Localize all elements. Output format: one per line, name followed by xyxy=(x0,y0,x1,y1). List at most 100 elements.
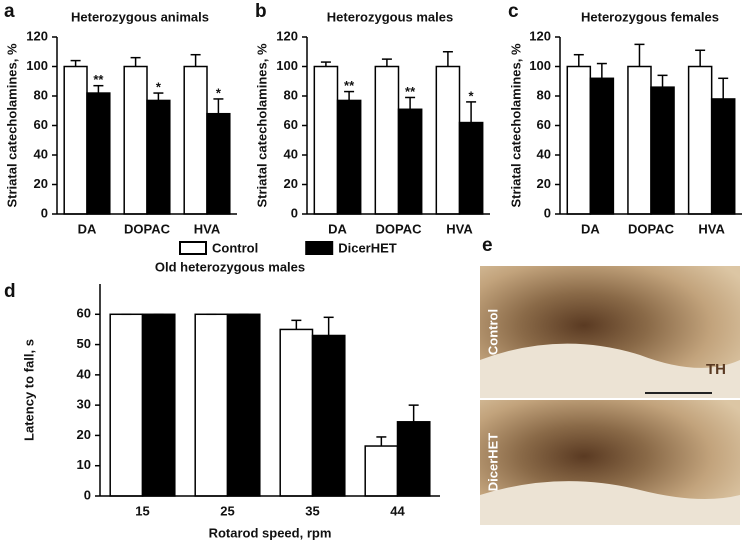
y-tick-label: 100 xyxy=(26,58,48,73)
row-label: Control xyxy=(485,309,500,355)
error-bar xyxy=(320,61,331,67)
significance-label: * xyxy=(469,88,475,103)
x-tick-label: DA xyxy=(78,221,97,236)
y-tick-label: 100 xyxy=(276,58,298,73)
x-tick-label: 35 xyxy=(305,503,319,518)
row-label: DicerHET xyxy=(485,433,500,492)
bar xyxy=(226,313,261,497)
y-tick-label: 20 xyxy=(537,176,551,191)
significance-label: ** xyxy=(405,84,416,99)
legend-label: Control xyxy=(212,240,258,255)
chart-title: Heterozygous females xyxy=(581,9,719,24)
y-axis-label: Latency to fall, s xyxy=(21,339,36,441)
y-tick-label: 100 xyxy=(529,58,551,73)
x-tick-label: 44 xyxy=(390,503,405,518)
bar xyxy=(86,92,111,215)
chart-title: Heterozygous males xyxy=(327,9,453,24)
bar xyxy=(374,65,400,215)
chart-title: Old heterozygous males xyxy=(155,259,305,274)
error-bar xyxy=(718,77,729,99)
x-tick-label: DOPAC xyxy=(124,221,171,236)
y-tick-label: 0 xyxy=(544,205,551,220)
error-bar xyxy=(93,84,104,94)
panel-letter: d xyxy=(4,281,16,302)
x-tick-label: HVA xyxy=(194,221,221,236)
error-bar xyxy=(442,51,453,67)
error-bar xyxy=(634,43,645,67)
micrograph-region xyxy=(480,481,740,525)
significance-label: * xyxy=(156,79,162,94)
bar xyxy=(63,65,88,215)
error-bar xyxy=(376,436,387,447)
y-tick-label: 0 xyxy=(84,487,91,502)
x-tick-label: DOPAC xyxy=(628,221,675,236)
bar xyxy=(364,445,399,497)
y-tick-label: 50 xyxy=(77,336,91,351)
x-axis-label: Rotarod speed, rpm xyxy=(209,525,332,540)
bar xyxy=(396,421,431,497)
bar xyxy=(589,77,615,215)
y-tick-label: 40 xyxy=(77,366,91,381)
panel-letter: e xyxy=(482,235,493,256)
bar xyxy=(650,86,675,215)
bar xyxy=(566,65,592,215)
y-tick-label: 60 xyxy=(34,117,48,132)
panel-letter: c xyxy=(508,1,519,22)
bar xyxy=(123,65,148,215)
bar xyxy=(206,112,231,215)
y-tick-label: 20 xyxy=(284,176,298,191)
legend-swatch xyxy=(179,241,207,255)
significance-label: * xyxy=(216,85,222,100)
significance-label: ** xyxy=(344,78,355,93)
error-bar xyxy=(153,92,164,101)
y-tick-label: 80 xyxy=(34,87,48,102)
error-bar xyxy=(381,58,392,67)
bar xyxy=(458,121,484,215)
x-tick-label: DA xyxy=(581,221,600,236)
error-bar xyxy=(695,49,706,67)
error-bar xyxy=(596,62,607,79)
error-bar xyxy=(70,59,81,67)
y-tick-label: 80 xyxy=(284,87,298,102)
y-tick-label: 20 xyxy=(77,427,91,442)
y-tick-label: 80 xyxy=(537,87,551,102)
error-bar xyxy=(130,56,141,67)
y-tick-label: 120 xyxy=(276,28,298,43)
x-tick-label: 25 xyxy=(220,503,234,518)
y-tick-label: 120 xyxy=(529,28,551,43)
x-tick-label: HVA xyxy=(446,221,473,236)
bar xyxy=(627,65,652,215)
error-bar xyxy=(291,319,302,330)
micrograph-region xyxy=(480,343,740,398)
bar xyxy=(687,65,713,215)
x-tick-label: DA xyxy=(328,221,347,236)
bar xyxy=(183,65,208,215)
bar xyxy=(279,328,314,497)
y-tick-label: 20 xyxy=(34,176,48,191)
bar xyxy=(141,313,176,497)
error-bar xyxy=(466,101,477,123)
bar xyxy=(146,99,171,215)
y-tick-label: 40 xyxy=(537,146,551,161)
y-tick-label: 60 xyxy=(77,306,91,321)
error-bar xyxy=(323,316,334,336)
legend-swatch xyxy=(305,241,334,255)
bar xyxy=(397,108,423,215)
marker-label: TH xyxy=(706,361,726,378)
y-tick-label: 30 xyxy=(77,397,91,412)
bar xyxy=(336,99,362,215)
y-tick-label: 120 xyxy=(26,28,48,43)
error-bar xyxy=(408,404,419,422)
panel-letter: b xyxy=(255,1,267,22)
bar xyxy=(194,313,229,497)
error-bar xyxy=(657,74,668,88)
error-bar xyxy=(213,98,224,114)
error-bar xyxy=(405,96,416,110)
error-bar xyxy=(344,90,355,101)
bar xyxy=(311,334,346,497)
error-bar xyxy=(573,53,584,67)
y-tick-label: 40 xyxy=(284,146,298,161)
legend-label: DicerHET xyxy=(338,240,397,255)
panel-e: e TH Control DicerHET xyxy=(480,235,740,525)
